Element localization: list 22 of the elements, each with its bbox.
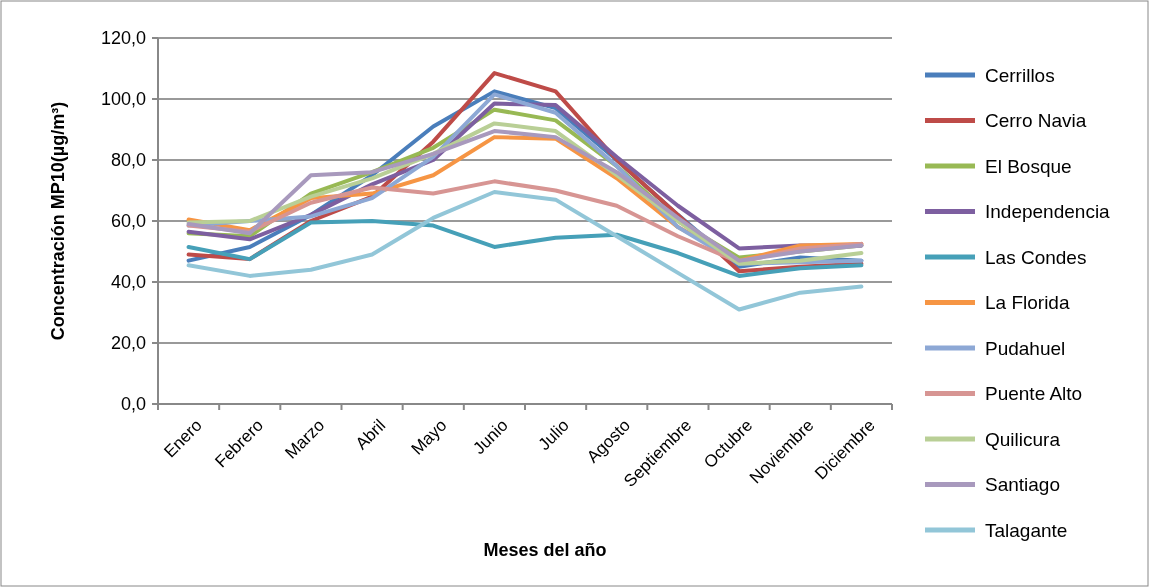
legend-label: El Bosque: [985, 155, 1072, 177]
legend-label: Independencia: [985, 201, 1111, 223]
y-tick-label: 0,0: [120, 394, 146, 415]
legend-label: Las Condes: [985, 246, 1087, 268]
y-tick-label: 100,0: [100, 89, 146, 110]
x-axis-title: Meses del año: [483, 540, 607, 560]
legend-label: Pudahuel: [985, 337, 1066, 359]
legend-label: Santiago: [985, 474, 1061, 496]
y-tick-label: 60,0: [110, 211, 146, 232]
line-series: [186, 219, 864, 278]
legend-label: Cerrillos: [985, 64, 1055, 86]
y-tick-label: 120,0: [100, 28, 146, 49]
legend-label: Puente Alto: [985, 383, 1083, 405]
y-axis-title: Concentración MP10(µg/m³): [48, 101, 68, 341]
line-series: [186, 190, 864, 312]
y-tick-label: 80,0: [110, 150, 146, 171]
legend-label: Cerro Navia: [985, 110, 1087, 132]
y-tick-label: 20,0: [110, 333, 146, 354]
legend-label: Talagante: [985, 519, 1068, 541]
legend-label: La Florida: [985, 292, 1070, 314]
y-tick-label: 40,0: [110, 272, 146, 293]
legend-label: Quilicura: [985, 428, 1061, 450]
